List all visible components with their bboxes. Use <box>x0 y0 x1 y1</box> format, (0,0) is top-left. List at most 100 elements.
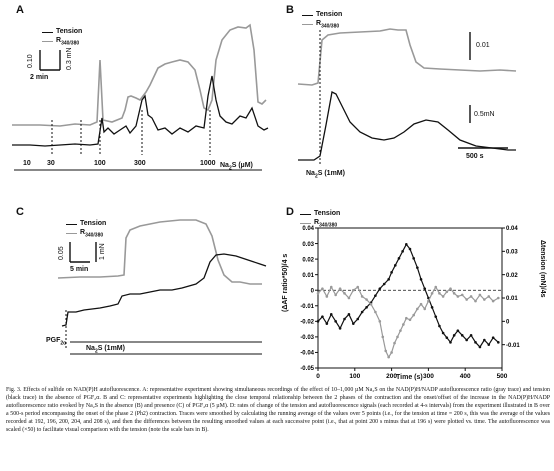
scale-bars <box>458 32 508 149</box>
autofluorescence-point <box>438 292 441 295</box>
autofluorescence-point <box>399 329 402 332</box>
tension-point <box>343 317 346 321</box>
scalebar-tension-label: 1 mN <box>99 243 106 260</box>
autofluorescence-point <box>474 299 477 303</box>
legend-ratio: R340/380 <box>316 20 340 30</box>
scalebar-ratio-label: 0.05 <box>58 246 65 260</box>
autofluorescence-point <box>369 302 373 306</box>
autofluorescence-point <box>469 295 473 298</box>
legend-tension: Tension <box>56 28 83 35</box>
tension-point <box>365 306 368 309</box>
autofluorescence-point <box>460 293 464 297</box>
x-tick-label: 200 <box>386 373 397 380</box>
autofluorescence-point <box>329 285 333 289</box>
autofluorescence-point <box>478 293 482 297</box>
scalebar-time-label: 2 min <box>30 74 49 81</box>
agent-label: Na2S (1mM) <box>306 170 345 180</box>
dose-10: 10 <box>23 160 31 167</box>
y-axis-label-left: (ΔAF ratio*50)/4 s <box>282 253 289 312</box>
x-tick-label: 500 <box>497 373 508 380</box>
panel-b: B Tension R340/380 0.01 0.5mN 500 s Na2S… <box>280 0 552 190</box>
tension-point <box>445 336 449 339</box>
y-tick-label-left: 0.04 <box>302 226 314 232</box>
tension-point <box>452 334 456 337</box>
pgf-label: PGF2α <box>46 337 67 347</box>
panel-label: A <box>16 4 24 16</box>
tension-trace <box>61 253 267 327</box>
tension-trace <box>298 91 516 161</box>
scalebar-tension-label: 0.3 mN <box>66 47 73 70</box>
tension-point <box>441 331 445 335</box>
legend-ratio: R340/380 <box>314 219 338 229</box>
dose-markers <box>51 110 211 155</box>
autofluorescence-point <box>396 335 399 339</box>
scalebar-tension-label: 0.5mN <box>474 111 495 118</box>
autofluorescence-point <box>387 355 390 359</box>
legend-tension-line <box>42 32 53 33</box>
autofluorescence-point <box>427 299 430 303</box>
y-tick-label-right: 0.02 <box>506 273 518 279</box>
y-tick-label-left: -0.05 <box>300 366 314 372</box>
tension-trace <box>12 75 269 147</box>
tension-point <box>438 324 441 328</box>
panel-c: C Tension R340/380 0.05 5 min 1 mN PGF2α… <box>0 200 270 380</box>
dose-1000: 1000 <box>200 160 216 167</box>
autofluorescence-point <box>347 296 351 300</box>
y-tick-label-left: 0.02 <box>302 257 314 263</box>
tension-point <box>416 266 419 269</box>
autofluorescence-point <box>465 298 468 301</box>
autofluorescence-point <box>393 341 396 345</box>
y-axis-label-right: Δtension (mN)/4s <box>539 240 546 298</box>
x-tick-label: 400 <box>460 373 471 380</box>
figure-caption: Fig. 3. Effects of sulfide on NAD(P)H au… <box>6 387 550 434</box>
y-tick-label-left: -0.01 <box>300 304 314 310</box>
legend-ratio-line <box>302 24 313 25</box>
autofluorescence-point <box>430 292 434 295</box>
autofluorescence-point <box>390 351 393 354</box>
autofluorescence-point <box>412 313 415 317</box>
autofluorescence-point <box>316 292 320 295</box>
tension-point <box>474 341 477 344</box>
tension-point <box>419 278 423 281</box>
panel-a-traces <box>12 23 269 171</box>
panel-b-traces <box>297 28 517 165</box>
autofluorescence-point <box>445 290 449 294</box>
tension-point <box>497 341 500 344</box>
autofluorescence-trace <box>12 23 267 127</box>
tension-point <box>360 310 364 314</box>
autofluorescence-point <box>487 295 491 298</box>
panel-label: C <box>16 206 24 218</box>
scale-bars <box>69 242 97 263</box>
tension-point <box>393 264 397 267</box>
tension-point <box>487 343 491 346</box>
autofluorescence-point <box>449 287 452 290</box>
tension-point <box>401 250 404 253</box>
tension-point <box>469 334 473 337</box>
panel-label: D <box>286 206 294 218</box>
y-tick-label-right: 0 <box>506 320 510 326</box>
agent-label: Na2S (µM) <box>220 162 253 172</box>
tension-point <box>382 282 386 286</box>
y-tick-label-left: -0.02 <box>300 320 314 326</box>
scalebar-y-label: 0.10 <box>27 54 34 68</box>
tension-point <box>321 315 324 318</box>
y-tick-label-left: -0.04 <box>300 351 314 357</box>
autofluorescence-point <box>441 295 445 298</box>
autofluorescence-point <box>352 288 355 292</box>
y-tick-label-right: 0.01 <box>506 296 518 302</box>
scalebar-ratio-label: 0.01 <box>476 42 490 49</box>
tension-point <box>491 336 495 339</box>
autofluorescence-point <box>405 316 408 320</box>
legend-ratio-line <box>300 223 311 224</box>
tension-point <box>329 313 333 316</box>
y-tick-label-left: 0 <box>311 288 315 294</box>
autofluorescence-point <box>408 318 412 322</box>
y-tick-label-left: 0.01 <box>302 273 314 279</box>
tension-point <box>423 287 427 290</box>
autofluorescence-point <box>356 285 360 289</box>
legend-ratio: R340/380 <box>56 37 80 47</box>
tension-point <box>456 329 460 332</box>
legend-tension-line <box>300 214 311 215</box>
tension-point <box>408 247 412 251</box>
panel-d: D 0 100 200 300 400 500 0.04 0.03 0.02 0.01 0 -0.01… <box>280 200 552 384</box>
